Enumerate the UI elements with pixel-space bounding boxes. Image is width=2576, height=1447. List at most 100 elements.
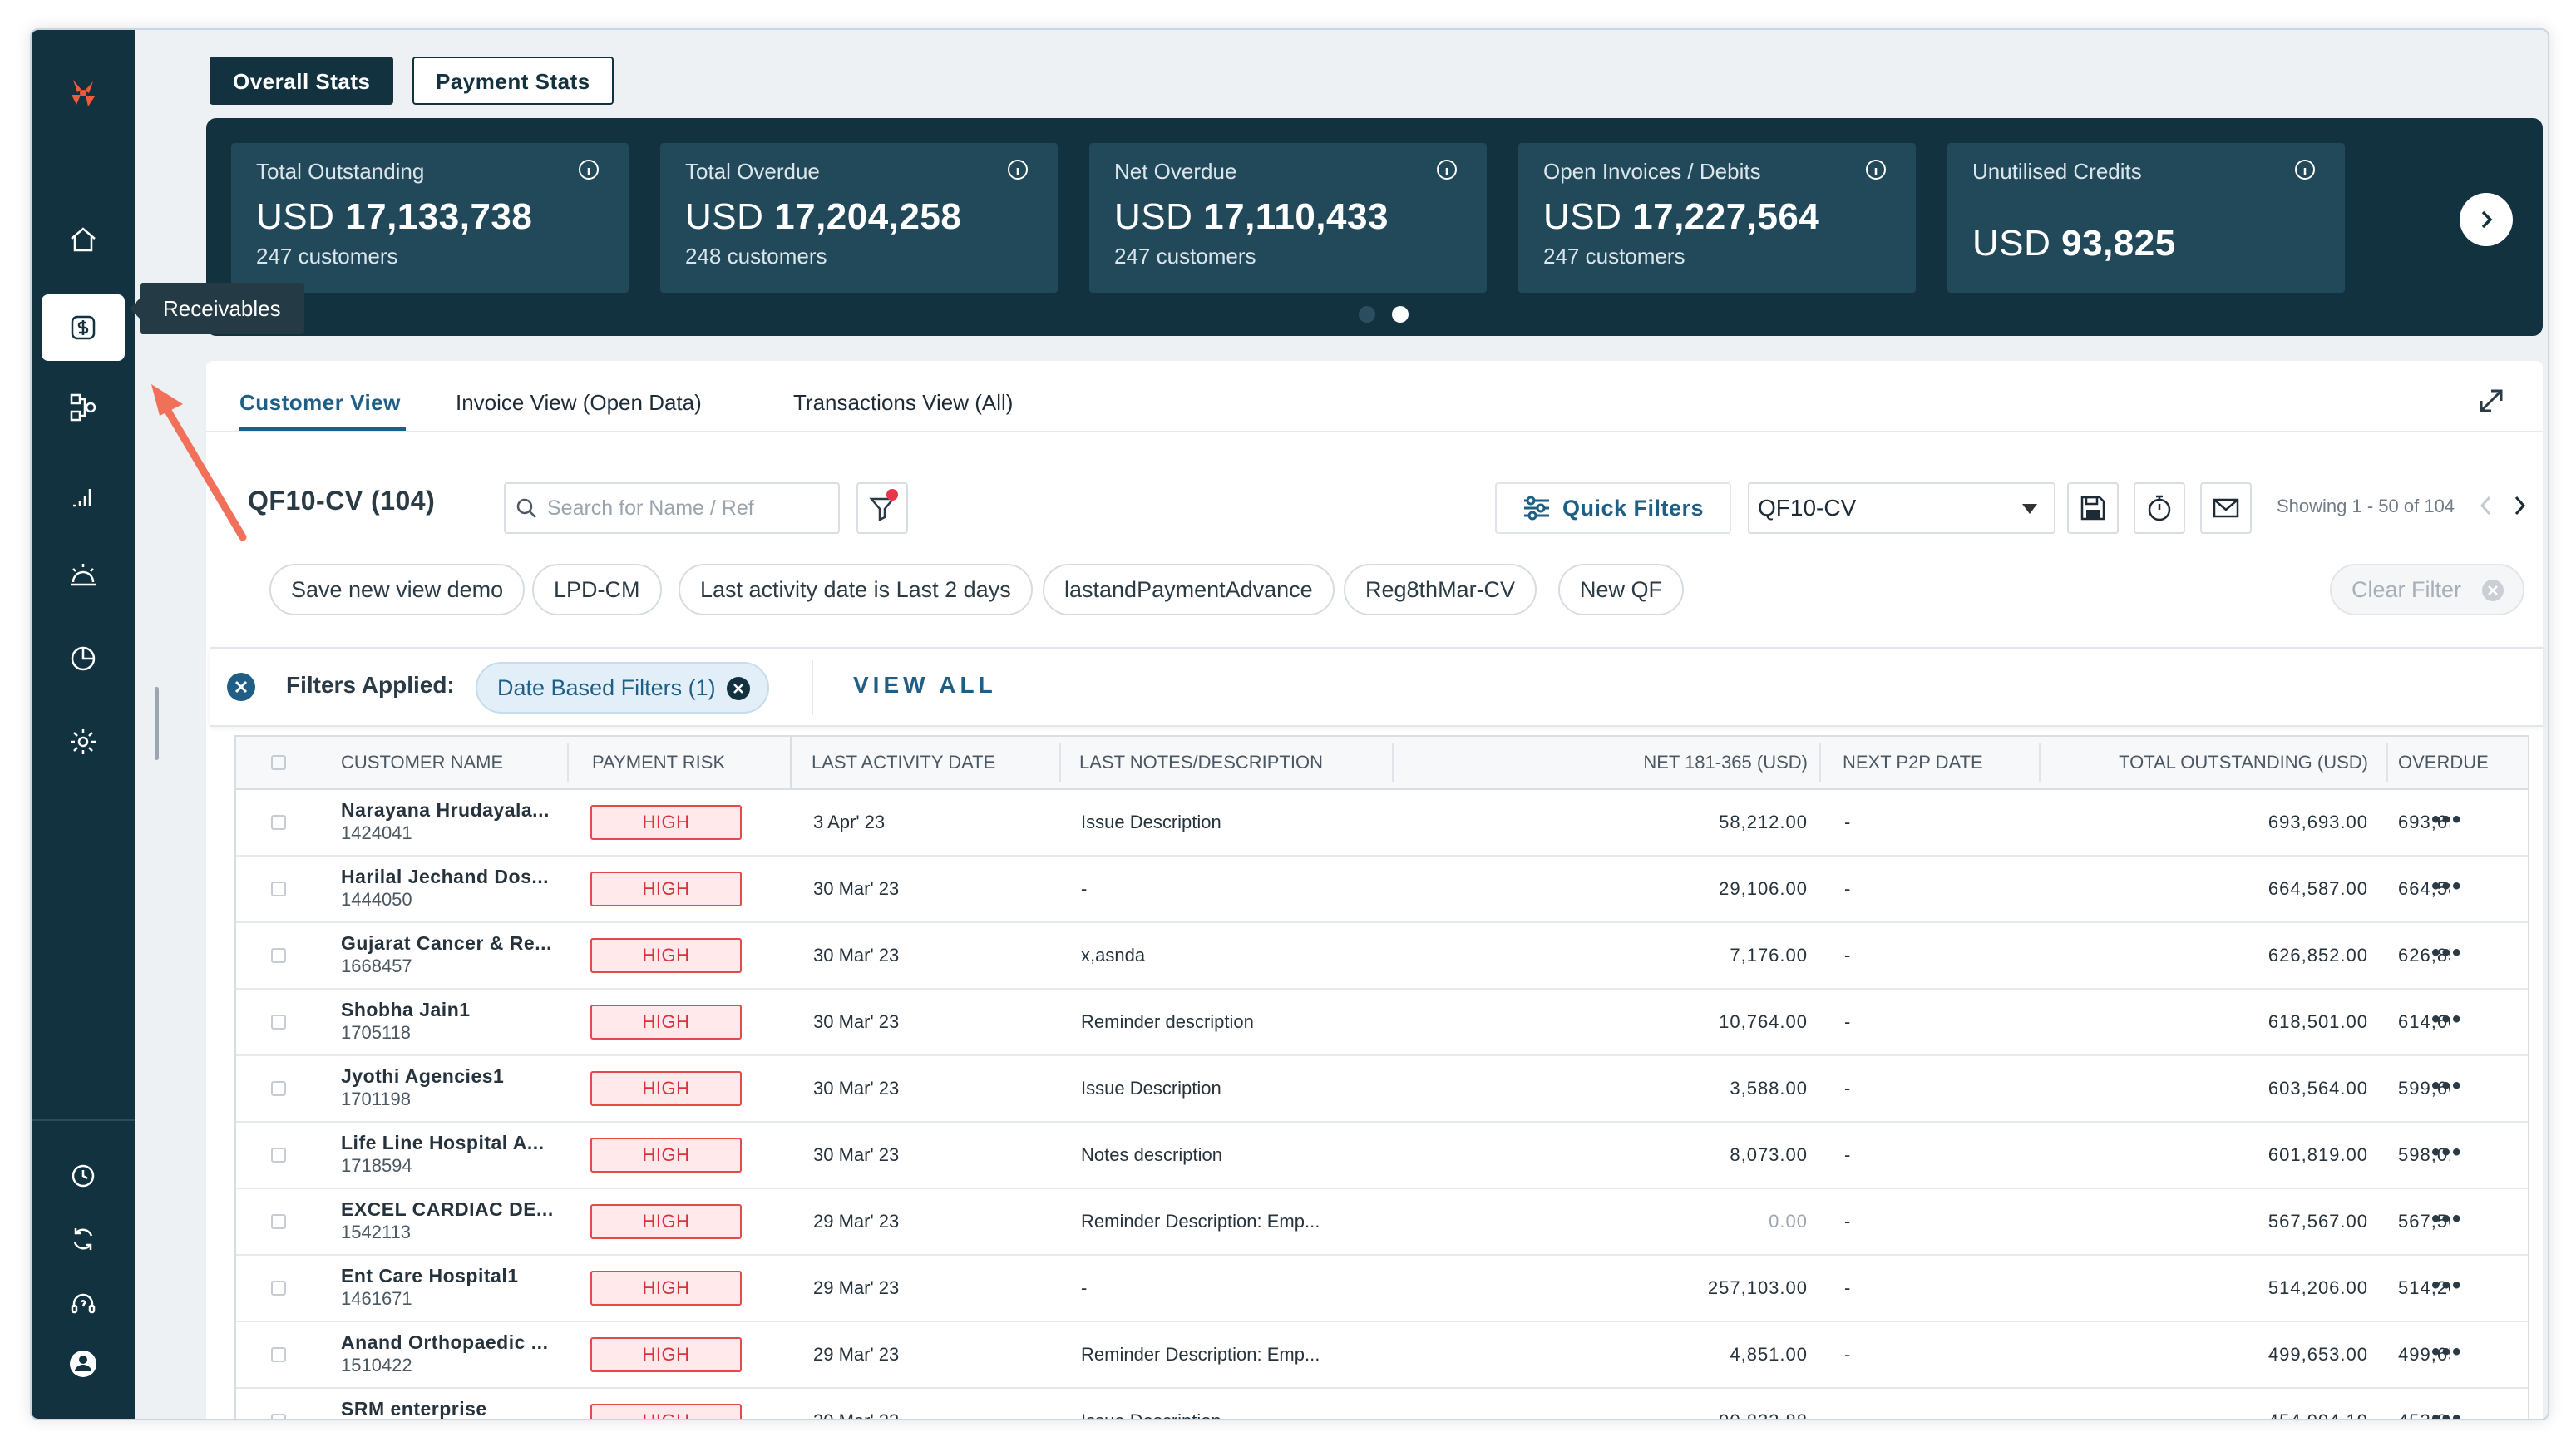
filter-button[interactable] xyxy=(856,482,908,534)
more-actions-icon[interactable]: ••• xyxy=(2431,1138,2463,1166)
saved-filter-chip[interactable]: Save new view demo xyxy=(269,564,526,615)
close-filters-icon[interactable] xyxy=(226,672,256,702)
tab-customer-view[interactable]: Customer View xyxy=(239,390,401,415)
customer-name[interactable]: Life Line Hospital A... xyxy=(341,1132,545,1153)
row-checkbox[interactable] xyxy=(271,815,286,830)
header-last-notes[interactable]: LAST NOTES/DESCRIPTION xyxy=(1079,752,1323,773)
schedule-button[interactable] xyxy=(2134,482,2185,534)
table-row[interactable]: Anand Orthopaedic ... 1510422 HIGH 29 Mar' … xyxy=(236,1322,2528,1389)
header-next-p2p[interactable]: NEXT P2P DATE xyxy=(1843,752,1983,773)
more-actions-icon[interactable]: ••• xyxy=(2431,1338,2463,1366)
customer-name[interactable]: SRM enterprise xyxy=(341,1398,487,1420)
saved-filter-chip[interactable]: Last activity date is Last 2 days xyxy=(679,564,1033,615)
clear-filter-button[interactable]: Clear Filter xyxy=(2330,564,2524,615)
row-checkbox[interactable] xyxy=(271,1148,286,1163)
info-icon[interactable] xyxy=(1435,158,1458,181)
row-checkbox[interactable] xyxy=(271,1414,286,1419)
customer-name[interactable]: Gujarat Cancer & Re... xyxy=(341,932,552,954)
chevron-right-icon[interactable] xyxy=(2509,492,2529,519)
header-customer-name[interactable]: CUSTOMER NAME xyxy=(341,752,504,773)
stat-card-net-overdue[interactable]: Net Overdue USD 17,110,433 247 customers xyxy=(1089,143,1487,293)
tab-transactions-view[interactable]: Transactions View (All) xyxy=(793,390,1014,415)
header-overdue[interactable]: OVERDUE xyxy=(2398,752,2489,773)
customer-name[interactable]: Harilal Jechand Dos... xyxy=(341,866,550,887)
more-actions-icon[interactable]: ••• xyxy=(2431,806,2463,833)
saved-filter-chip[interactable]: New QF xyxy=(1558,564,1685,615)
row-checkbox[interactable] xyxy=(271,1081,286,1096)
support-icon[interactable] xyxy=(42,1271,125,1337)
more-actions-icon[interactable]: ••• xyxy=(2431,939,2463,966)
search-input[interactable] xyxy=(545,495,815,521)
stat-card-open-invoices[interactable]: Open Invoices / Debits USD 17,227,564 24… xyxy=(1518,143,1916,293)
table-row[interactable]: Ent Care Hospital1 1461671 HIGH 29 Mar' 23 -… xyxy=(236,1256,2528,1322)
quick-filters-button[interactable]: Quick Filters xyxy=(1495,482,1731,534)
remove-filter-icon[interactable] xyxy=(726,676,751,701)
header-last-activity[interactable]: LAST ACTIVITY DATE xyxy=(812,752,996,773)
info-icon[interactable] xyxy=(577,158,600,181)
customer-cell[interactable]: Harilal Jechand Dos... 1444050 xyxy=(341,865,549,911)
table-row[interactable]: Gujarat Cancer & Re... 1668457 HIGH 30 Mar'… xyxy=(236,923,2528,990)
tab-invoice-view[interactable]: Invoice View (Open Data) xyxy=(456,390,702,415)
header-net-181-365[interactable]: NET 181-365 (USD) xyxy=(1643,752,1808,773)
saved-filter-chip[interactable]: LPD-CM xyxy=(532,564,662,615)
table-row[interactable]: Shobha Jain1 1705118 HIGH 30 Mar' 23 Reminde… xyxy=(236,990,2528,1056)
table-row[interactable]: Narayana Hrudayala... 1424041 HIGH 3 Apr' 2… xyxy=(236,790,2528,857)
table-row[interactable]: Jyothi Agencies1 1701198 HIGH 30 Mar' 23 Iss… xyxy=(236,1056,2528,1123)
customer-cell[interactable]: Shobha Jain1 1705118 xyxy=(341,998,471,1045)
more-actions-icon[interactable]: ••• xyxy=(2431,1072,2463,1099)
view-select[interactable]: QF10-CV xyxy=(1748,482,2055,534)
sync-icon[interactable] xyxy=(42,1206,125,1272)
select-all-checkbox[interactable] xyxy=(271,755,286,770)
customer-cell[interactable]: Jyothi Agencies1 1701198 xyxy=(341,1064,504,1111)
applied-filter-chip[interactable]: Date Based Filters (1) xyxy=(476,662,769,714)
customer-cell[interactable]: Life Line Hospital A... 1718594 xyxy=(341,1131,545,1178)
settings-icon[interactable] xyxy=(42,709,125,775)
more-actions-icon[interactable]: ••• xyxy=(2431,1405,2463,1420)
customer-name[interactable]: EXCEL CARDIAC DE... xyxy=(341,1198,554,1220)
customer-name[interactable]: Ent Care Hospital1 xyxy=(341,1265,519,1286)
stat-card-unutilised-credits[interactable]: Unutilised Credits USD 93,825 xyxy=(1947,143,2345,293)
info-icon[interactable] xyxy=(1006,158,1029,181)
row-checkbox[interactable] xyxy=(271,1347,286,1362)
carousel-dot-active[interactable] xyxy=(1392,306,1409,323)
tab-payment-stats[interactable]: Payment Stats xyxy=(412,57,614,105)
customer-cell[interactable]: Anand Orthopaedic ... 1510422 xyxy=(341,1331,548,1377)
view-all-link[interactable]: VIEW ALL xyxy=(853,672,997,698)
save-button[interactable] xyxy=(2067,482,2119,534)
search-box[interactable] xyxy=(504,482,840,534)
more-actions-icon[interactable]: ••• xyxy=(2431,1205,2463,1232)
table-row[interactable]: EXCEL CARDIAC DE... 1542113 HIGH 29 Mar' 23… xyxy=(236,1189,2528,1256)
customer-name[interactable]: Anand Orthopaedic ... xyxy=(341,1331,549,1353)
receivables-icon[interactable] xyxy=(42,294,125,361)
row-checkbox[interactable] xyxy=(271,948,286,963)
saved-filter-chip[interactable]: Reg8thMar-CV xyxy=(1344,564,1537,615)
workflow-icon[interactable] xyxy=(42,374,125,441)
logo-icon[interactable] xyxy=(42,60,125,126)
history-icon[interactable] xyxy=(42,1143,125,1209)
customer-name[interactable]: Jyothi Agencies1 xyxy=(341,1065,505,1087)
expand-icon[interactable] xyxy=(2475,384,2508,417)
analytics-icon[interactable] xyxy=(42,462,125,529)
customer-cell[interactable]: SRM enterpriseAzqYRmT7IV6TETG xyxy=(341,1397,511,1420)
reports-icon[interactable] xyxy=(42,625,125,692)
tab-overall-stats[interactable]: Overall Stats xyxy=(210,57,394,105)
sidebar-resize-handle[interactable] xyxy=(155,687,159,760)
customer-cell[interactable]: Narayana Hrudayala... 1424041 xyxy=(341,798,550,845)
info-icon[interactable] xyxy=(2293,158,2317,181)
profile-icon[interactable] xyxy=(42,1331,125,1397)
header-total-outstanding[interactable]: TOTAL OUTSTANDING (USD) xyxy=(2119,752,2368,773)
saved-filter-chip[interactable]: lastandPaymentAdvance xyxy=(1043,564,1335,615)
customer-cell[interactable]: Gujarat Cancer & Re... 1668457 xyxy=(341,931,552,978)
header-payment-risk[interactable]: PAYMENT RISK xyxy=(592,752,726,773)
email-button[interactable] xyxy=(2200,482,2252,534)
table-row[interactable]: SRM enterpriseAzqYRmT7IV6TETG HIGH 30 Mar'… xyxy=(236,1389,2528,1420)
row-checkbox[interactable] xyxy=(271,1015,286,1030)
customer-name[interactable]: Shobha Jain1 xyxy=(341,999,471,1020)
carousel-next-button[interactable] xyxy=(2460,193,2513,246)
info-icon[interactable] xyxy=(1864,158,1888,181)
row-checkbox[interactable] xyxy=(271,1214,286,1229)
more-actions-icon[interactable]: ••• xyxy=(2431,1005,2463,1033)
customer-cell[interactable]: Ent Care Hospital1 1461671 xyxy=(341,1264,519,1311)
more-actions-icon[interactable]: ••• xyxy=(2431,1272,2463,1299)
stat-card-total-overdue[interactable]: Total Overdue USD 17,204,258 248 custome… xyxy=(660,143,1058,293)
